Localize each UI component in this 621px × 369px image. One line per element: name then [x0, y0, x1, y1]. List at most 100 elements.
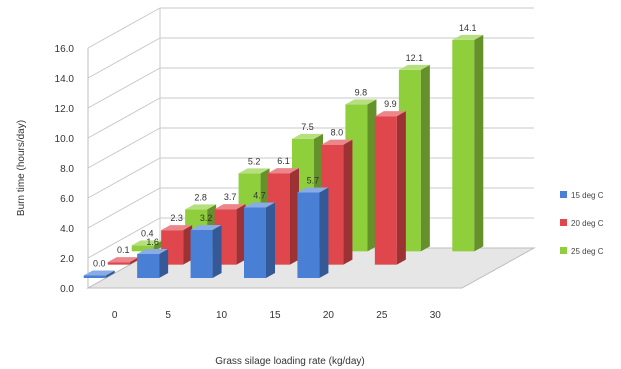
legend-swatch	[560, 219, 567, 226]
bar-side	[396, 111, 406, 265]
gridline-side	[87, 7, 161, 49]
bar-side	[183, 225, 193, 265]
y-tick-label: 10.0	[55, 134, 75, 145]
bar-top	[214, 204, 246, 210]
y-tick-label: 6.0	[60, 194, 74, 205]
gridline-side	[87, 37, 161, 79]
bar-top	[107, 257, 139, 263]
gridline-side	[87, 67, 161, 109]
y-tick-label: 14.0	[55, 74, 75, 85]
bar-top	[398, 64, 430, 70]
y-tick-label: 8.0	[60, 164, 74, 175]
bar	[297, 187, 329, 278]
bar-side	[236, 204, 246, 265]
bar-side	[367, 99, 377, 252]
legend-label: 25 deg C	[571, 247, 604, 256]
data-label: 8.0	[331, 128, 344, 138]
data-label: 12.1	[406, 53, 424, 63]
x-tick-label: 20	[323, 310, 335, 321]
bar	[131, 240, 163, 252]
bar-side	[153, 240, 163, 252]
bar-side	[474, 34, 484, 252]
data-label: 3.2	[200, 213, 213, 223]
bar-front	[190, 230, 213, 278]
bar-front	[131, 245, 154, 252]
gridline-side	[87, 217, 161, 259]
bar-side	[129, 257, 139, 265]
data-label: 6.1	[277, 156, 290, 166]
bar-top	[345, 99, 377, 105]
data-label: 14.1	[459, 23, 477, 33]
data-label: 3.7	[224, 192, 237, 202]
data-label: 2.8	[194, 192, 207, 202]
bar-side	[290, 168, 299, 265]
bar-top	[137, 249, 169, 254]
data-label: 0.0	[93, 259, 106, 269]
y-tick-label: 4.0	[60, 224, 74, 235]
legend-label: 15 deg C	[571, 191, 604, 200]
bar	[374, 111, 406, 265]
bar-side	[420, 64, 430, 252]
bar-side	[343, 139, 353, 265]
bar-top	[292, 133, 323, 139]
x-tick-label: 10	[216, 310, 228, 321]
data-label: 9.9	[384, 99, 397, 109]
gridline-side	[87, 157, 161, 199]
gridline-side	[87, 187, 161, 229]
bar-front	[137, 254, 160, 278]
bar-front	[244, 207, 266, 278]
data-label: 5.2	[248, 156, 261, 166]
legend-swatch	[560, 191, 567, 198]
data-label: 2.3	[170, 213, 183, 223]
data-label: 4.7	[253, 191, 266, 201]
y-tick-label: 16.0	[55, 44, 75, 55]
bar-front	[107, 262, 130, 265]
y-axis-title: Burn time (hours/day)	[16, 120, 27, 216]
x-tick-label: 15	[269, 310, 281, 321]
bar-side	[212, 225, 222, 278]
bar-top	[185, 204, 217, 210]
data-label: 0.1	[117, 245, 130, 255]
bar-side	[105, 270, 115, 278]
bar	[137, 249, 169, 278]
gridline-side	[87, 97, 161, 139]
y-tick-label: 2.0	[60, 254, 74, 265]
legend-label: 20 deg C	[571, 219, 604, 228]
bar	[83, 270, 115, 278]
data-label: 5.7	[307, 176, 320, 186]
legend-item: 20 deg C	[560, 219, 604, 228]
bar-top	[452, 34, 484, 40]
data-label: 1.6	[146, 237, 159, 247]
bar	[244, 202, 275, 278]
gridline-side	[87, 127, 161, 169]
x-tick-label: 30	[430, 310, 442, 321]
bar-front	[452, 39, 475, 252]
bar-side	[159, 249, 169, 278]
bar-front	[297, 192, 320, 278]
y-tick-label: 12.0	[55, 104, 75, 115]
bar-top	[190, 225, 222, 230]
x-tick-label: 25	[376, 310, 388, 321]
y-tick-label: 0.0	[60, 284, 74, 295]
bar	[190, 225, 222, 278]
data-label: 0.4	[141, 228, 154, 238]
bar	[452, 34, 484, 252]
legend-item: 25 deg C	[560, 247, 604, 256]
bar-side	[319, 187, 329, 278]
bar-top	[268, 168, 299, 174]
bar-top	[161, 225, 193, 231]
bar-front	[374, 116, 397, 265]
bar-top	[238, 168, 270, 174]
legend-item: 15 deg C	[560, 191, 604, 200]
bar-side	[266, 202, 275, 278]
bar	[107, 257, 139, 265]
bar-top	[244, 202, 275, 208]
legend-swatch	[560, 247, 567, 254]
bar-top	[83, 270, 115, 276]
x-tick-label: 0	[112, 310, 118, 321]
bar-top	[374, 111, 406, 117]
data-label: 7.5	[301, 122, 314, 132]
bar-top	[321, 139, 353, 145]
